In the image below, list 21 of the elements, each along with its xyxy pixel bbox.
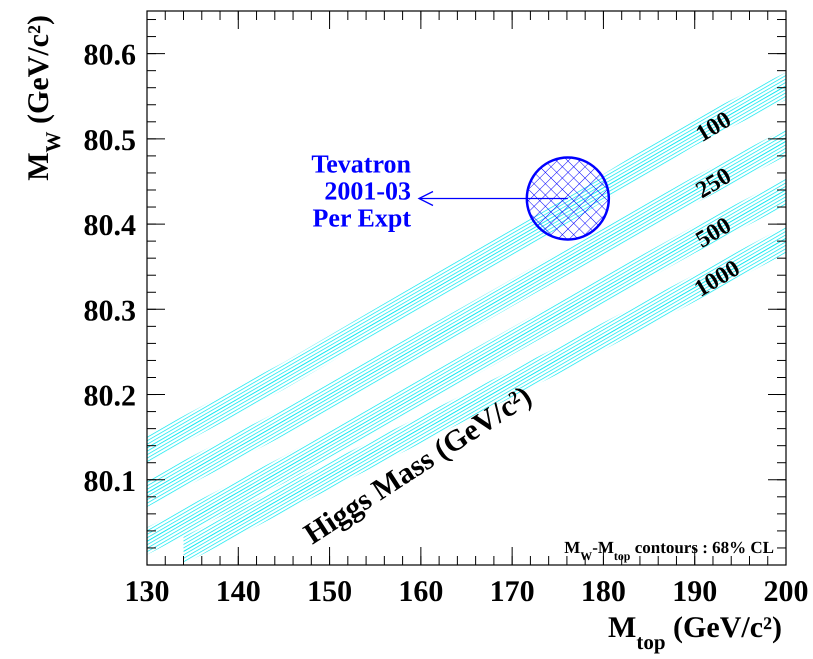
x-tick-label: 150: [307, 575, 352, 608]
y-tick-label: 80.1: [84, 464, 136, 498]
x-tick-label: 170: [490, 575, 535, 608]
annotation: 1000: [690, 255, 745, 302]
y-tick-label: 80.6: [84, 38, 136, 72]
annotation: M$_{W}$-M$_{top}$ contours : 68% CL: [564, 538, 774, 563]
x-axis-title: M$_{top}$ (GeV/c²): [608, 611, 782, 654]
y-tick-label: 80.2: [84, 380, 136, 413]
y-tick-label: 80.4: [84, 209, 136, 242]
annotation: 500: [692, 212, 736, 254]
x-tick-label: 160: [398, 575, 444, 608]
annotation: 250: [692, 163, 736, 204]
x-tick-label: 130: [124, 575, 170, 608]
y-tick-label: 80.5: [84, 124, 136, 157]
x-tick-label: 180: [580, 575, 626, 608]
x-tick-label: 200: [764, 575, 808, 608]
x-tick-label: 190: [672, 575, 718, 608]
y-tick-label: 80.3: [84, 294, 136, 328]
x-tick-label: 140: [216, 575, 261, 608]
annotation: Tevatron 2001-03 Per Expt: [311, 150, 412, 233]
annotation: 100: [692, 106, 736, 148]
